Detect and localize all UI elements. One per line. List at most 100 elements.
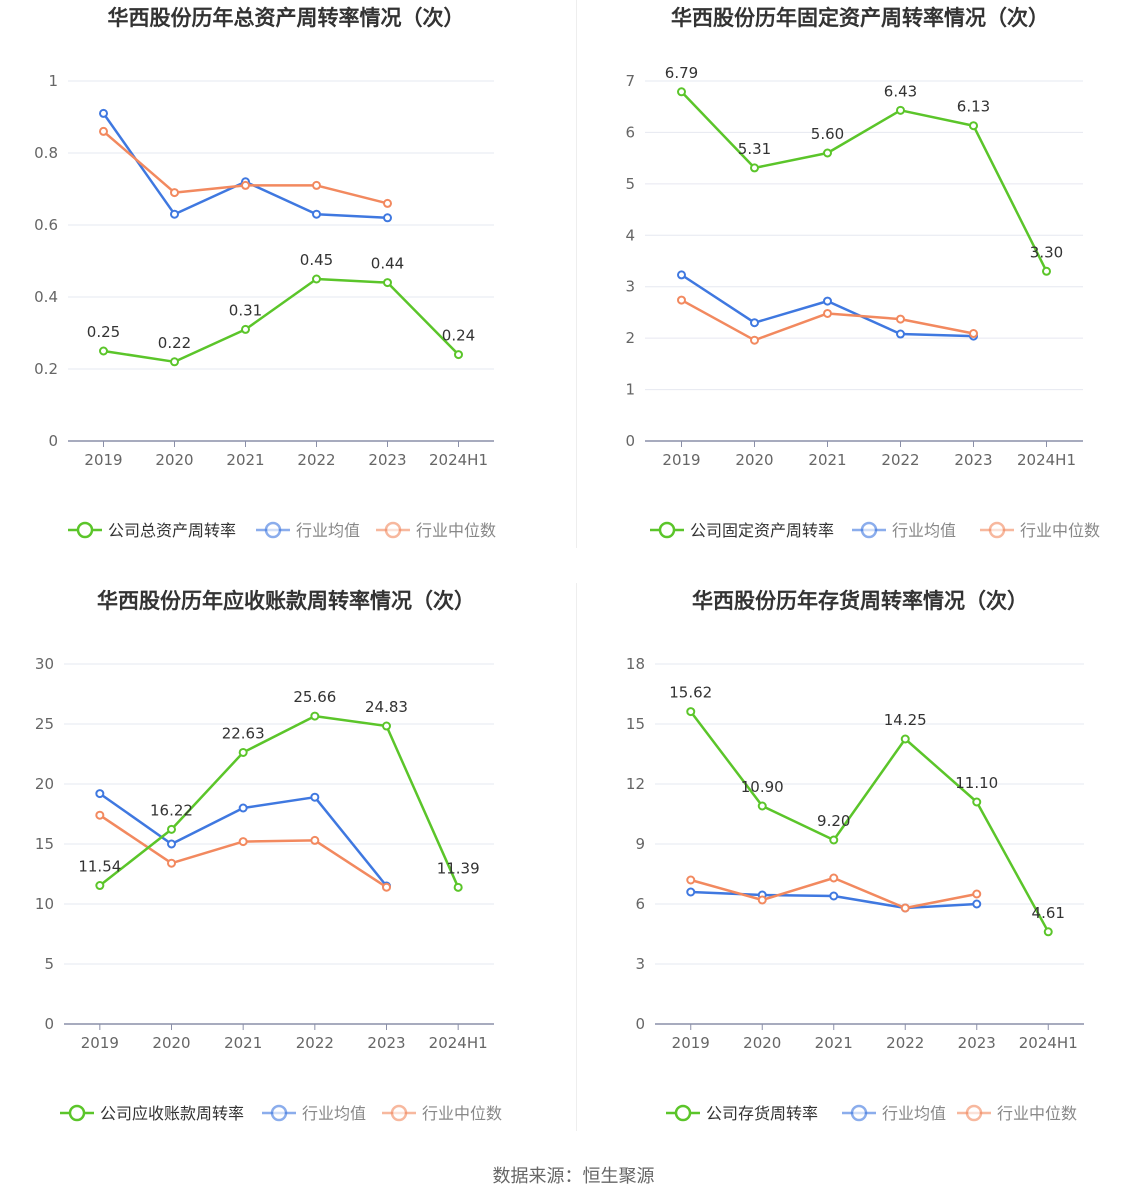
x-tick-label: 2022 — [886, 1034, 924, 1052]
data-point-industry_avg[interactable] — [750, 318, 759, 328]
data-point-industry_avg[interactable] — [686, 887, 696, 897]
legend-item-industry_median[interactable]: 行业中位数 — [957, 1104, 1077, 1123]
data-point-company[interactable] — [900, 734, 910, 744]
data-point-company[interactable] — [686, 707, 696, 717]
y-tick-label: 3 — [625, 278, 635, 296]
legend-label: 行业均值 — [296, 521, 360, 540]
y-tick-label: 0 — [48, 432, 58, 450]
data-point-company[interactable] — [823, 148, 832, 158]
legend-label: 公司固定资产周转率 — [690, 521, 834, 540]
x-tick-label: 2021 — [224, 1034, 262, 1052]
legend-item-industry_avg[interactable]: 行业均值 — [256, 521, 360, 540]
data-point-company[interactable] — [677, 87, 686, 97]
data-point-industry_median[interactable] — [382, 882, 391, 892]
y-tick-label: 20 — [35, 775, 54, 793]
data-label: 10.90 — [741, 778, 784, 796]
data-point-industry_median[interactable] — [167, 858, 176, 868]
data-point-company[interactable] — [757, 801, 767, 811]
data-point-company[interactable] — [99, 346, 108, 356]
data-point-industry_median[interactable] — [896, 314, 905, 324]
legend-item-company[interactable]: 公司应收账款周转率 — [60, 1104, 244, 1123]
data-point-company[interactable] — [969, 121, 978, 131]
chart-title: 华西股份历年固定资产周转率情况（次） — [671, 6, 1049, 30]
data-point-company[interactable] — [453, 882, 463, 892]
data-point-company[interactable] — [170, 357, 179, 367]
y-tick-label: 6 — [625, 123, 635, 141]
legend-label: 行业均值 — [892, 521, 956, 540]
x-tick-label: 2024H1 — [1019, 1034, 1078, 1052]
data-point-industry_median[interactable] — [757, 895, 767, 905]
data-point-industry_median[interactable] — [823, 308, 832, 318]
legend-label: 公司总资产周转率 — [108, 521, 236, 540]
x-tick-label: 2023 — [954, 451, 992, 469]
data-point-industry_median[interactable] — [310, 835, 320, 845]
data-point-industry_avg[interactable] — [312, 209, 321, 219]
data-point-company[interactable] — [1043, 927, 1053, 937]
data-point-industry_median[interactable] — [312, 180, 321, 190]
data-point-company[interactable] — [972, 797, 982, 807]
legend-item-industry_median[interactable]: 行业中位数 — [382, 1104, 502, 1123]
data-point-industry_avg[interactable] — [383, 213, 392, 223]
y-tick-label: 2 — [625, 329, 635, 347]
vertical-divider — [576, 0, 577, 548]
data-point-industry_avg[interactable] — [95, 789, 105, 799]
data-point-company[interactable] — [896, 105, 905, 115]
data-point-industry_median[interactable] — [750, 335, 759, 345]
line-chart-svg: 华西股份历年应收账款周转率情况（次） 0 5 10 15 20 25 30 2019 2020 20… — [35, 589, 502, 1123]
y-tick-label: 5 — [625, 175, 635, 193]
data-point-industry_avg[interactable] — [310, 792, 320, 802]
chart-title: 华西股份历年应收账款周转率情况（次） — [97, 589, 475, 613]
data-point-industry_avg[interactable] — [99, 108, 108, 118]
legend-marker-icon — [658, 521, 676, 539]
data-point-company[interactable] — [382, 721, 391, 731]
legend-item-industry_avg[interactable]: 行业均值 — [852, 521, 956, 540]
y-tick-label: 0.6 — [34, 216, 58, 234]
data-point-industry_avg[interactable] — [972, 899, 982, 909]
legend-item-company[interactable]: 公司存货周转率 — [666, 1104, 818, 1123]
data-point-industry_median[interactable] — [900, 903, 910, 913]
legend-item-industry_median[interactable]: 行业中位数 — [376, 521, 496, 540]
data-point-company[interactable] — [312, 274, 321, 284]
data-label: 0.22 — [158, 334, 191, 352]
legend-item-industry_avg[interactable]: 行业均值 — [842, 1104, 946, 1123]
data-point-industry_median[interactable] — [383, 198, 392, 208]
legend-item-company[interactable]: 公司总资产周转率 — [68, 521, 236, 540]
data-label: 9.20 — [817, 812, 850, 830]
data-point-industry_avg[interactable] — [677, 270, 686, 280]
data-point-industry_median[interactable] — [677, 295, 686, 305]
data-point-industry_median[interactable] — [170, 188, 179, 198]
data-point-industry_median[interactable] — [686, 875, 696, 885]
data-point-company[interactable] — [383, 278, 392, 288]
data-point-company[interactable] — [167, 824, 176, 834]
data-point-company[interactable] — [1042, 266, 1051, 276]
data-point-company[interactable] — [829, 835, 839, 845]
legend-item-industry_median[interactable]: 行业中位数 — [980, 521, 1100, 540]
data-point-industry_avg[interactable] — [823, 296, 832, 306]
data-point-company[interactable] — [750, 163, 759, 173]
data-point-company[interactable] — [238, 747, 248, 757]
data-point-industry_avg[interactable] — [167, 839, 176, 849]
data-point-industry_median[interactable] — [95, 810, 105, 820]
data-label: 4.61 — [1032, 904, 1065, 922]
data-point-industry_median[interactable] — [972, 889, 982, 899]
data-point-industry_avg[interactable] — [238, 803, 248, 813]
data-point-industry_avg[interactable] — [170, 209, 179, 219]
data-point-industry_median[interactable] — [99, 126, 108, 136]
legend-item-industry_avg[interactable]: 行业均值 — [262, 1104, 366, 1123]
data-point-company[interactable] — [241, 324, 250, 334]
x-tick-label: 2020 — [155, 451, 193, 469]
data-point-industry_avg[interactable] — [829, 891, 839, 901]
y-tick-label: 3 — [635, 955, 645, 973]
legend-label: 行业中位数 — [997, 1104, 1077, 1123]
data-point-industry_median[interactable] — [241, 180, 250, 190]
data-point-industry_avg[interactable] — [896, 329, 905, 339]
data-point-industry_median[interactable] — [238, 837, 248, 847]
data-label: 6.43 — [884, 82, 917, 100]
data-point-company[interactable] — [454, 350, 463, 360]
data-point-company[interactable] — [310, 711, 320, 721]
legend-item-company[interactable]: 公司固定资产周转率 — [650, 521, 834, 540]
data-point-industry_median[interactable] — [969, 329, 978, 339]
y-tick-label: 1 — [48, 72, 58, 90]
data-point-industry_median[interactable] — [829, 873, 839, 883]
data-point-company[interactable] — [95, 881, 105, 891]
